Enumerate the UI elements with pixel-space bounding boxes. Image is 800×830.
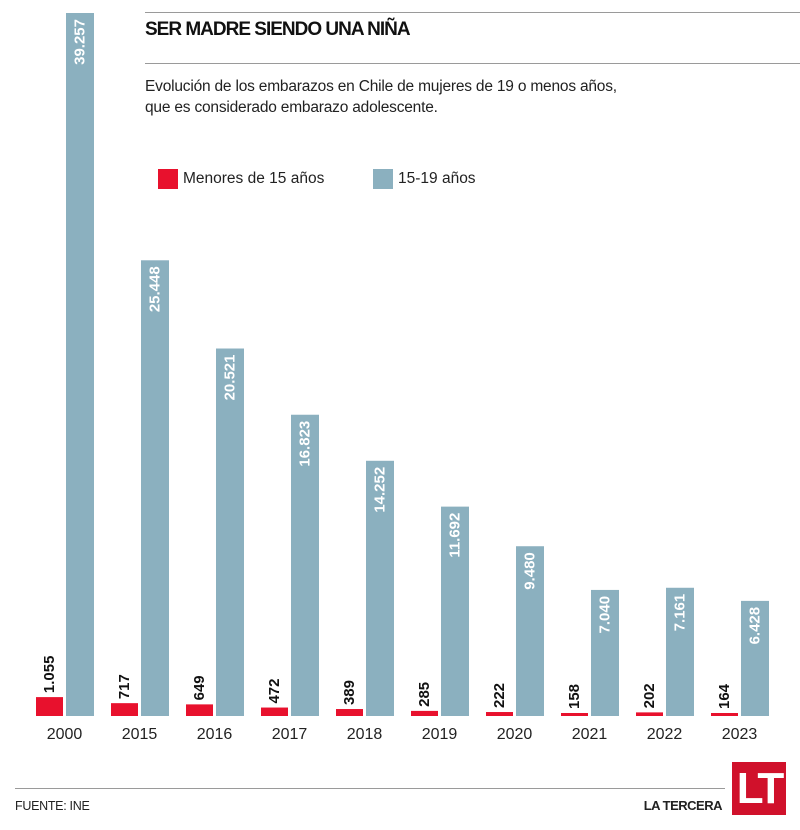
label-15to19-2000: 39.257 [72, 19, 89, 65]
legend-swatch-15to19 [373, 169, 393, 189]
label-15to19-2016: 20.521 [222, 355, 239, 401]
bar-15to19-2016 [216, 348, 244, 716]
bar-chart: 1.055 39.257 2000 717 25.448 2015 649 20.521 201… [36, 13, 769, 743]
bar-under15-2019 [411, 710, 438, 716]
label-15to19-2018: 14.252 [372, 467, 389, 513]
bar-15to19-2017 [291, 414, 319, 716]
label-under15-2016: 649 [191, 675, 208, 700]
x-tick-label-2018: 2018 [347, 726, 383, 743]
bar-15to19-2023 [741, 600, 769, 716]
label-15to19-2023: 6.428 [747, 607, 764, 645]
legend-item-under15: Menores de 15 años [158, 169, 324, 189]
x-tick-label-2019: 2019 [422, 726, 458, 743]
bar-under15-2015 [111, 703, 138, 716]
label-under15-2019: 285 [416, 682, 433, 707]
bar-under15-2000 [36, 697, 63, 716]
footer-rule [15, 788, 725, 789]
label-under15-2000: 1.055 [41, 656, 58, 694]
label-under15-2023: 164 [716, 683, 733, 709]
la-tercera-logo: LT [732, 762, 786, 815]
bar-under15-2022 [636, 712, 663, 716]
legend-label-15to19: 15-19 años [398, 170, 476, 187]
bar-15to19-2015 [141, 260, 169, 716]
bar-15to19-2018 [366, 460, 394, 716]
chart-title: SER MADRE SIENDO UNA NIÑA [145, 19, 411, 40]
bar-15to19-2020 [516, 546, 544, 716]
bar-15to19-2022 [666, 587, 694, 716]
chart-subtitle: Evolución de los embarazos en Chile de m… [145, 78, 617, 116]
x-tick-label-2022: 2022 [647, 726, 683, 743]
bar-15to19-2019 [441, 506, 469, 716]
x-tick-label-2023: 2023 [722, 726, 758, 743]
source-note: FUENTE: INE [15, 799, 90, 813]
legend-swatch-under15 [158, 169, 178, 189]
x-tick-label-2021: 2021 [572, 726, 608, 743]
x-tick-label-2000: 2000 [47, 726, 83, 743]
title-rule [145, 63, 800, 64]
x-tick-label-2020: 2020 [497, 726, 533, 743]
label-under15-2017: 472 [266, 679, 283, 704]
bar-under15-2016 [186, 704, 213, 716]
label-15to19-2021: 7.040 [597, 596, 614, 634]
brand-name: LA TERCERA [643, 798, 723, 813]
label-under15-2015: 717 [116, 674, 133, 699]
bar-15to19-2000 [66, 13, 94, 716]
label-15to19-2015: 25.448 [147, 266, 164, 312]
bar-15to19-2021 [591, 589, 619, 716]
label-15to19-2019: 11.692 [447, 513, 464, 558]
label-15to19-2017: 16.823 [297, 421, 314, 467]
top-rule [145, 12, 800, 13]
legend-item-15to19: 15-19 años [373, 169, 476, 189]
label-under15-2022: 202 [641, 683, 658, 708]
x-tick-label-2015: 2015 [122, 726, 158, 743]
bar-under15-2020 [486, 712, 513, 716]
x-tick-label-2017: 2017 [272, 726, 308, 743]
bar-under15-2021 [561, 713, 588, 716]
label-under15-2020: 222 [491, 683, 508, 708]
legend-label-under15: Menores de 15 años [183, 170, 325, 187]
label-15to19-2020: 9.480 [522, 552, 539, 590]
label-under15-2021: 158 [566, 684, 583, 709]
bar-under15-2017 [261, 707, 288, 716]
label-under15-2018: 389 [341, 680, 358, 705]
x-tick-label-2016: 2016 [197, 726, 233, 743]
bar-under15-2023 [711, 713, 738, 716]
bar-under15-2018 [336, 709, 363, 716]
label-15to19-2022: 7.161 [672, 594, 689, 632]
